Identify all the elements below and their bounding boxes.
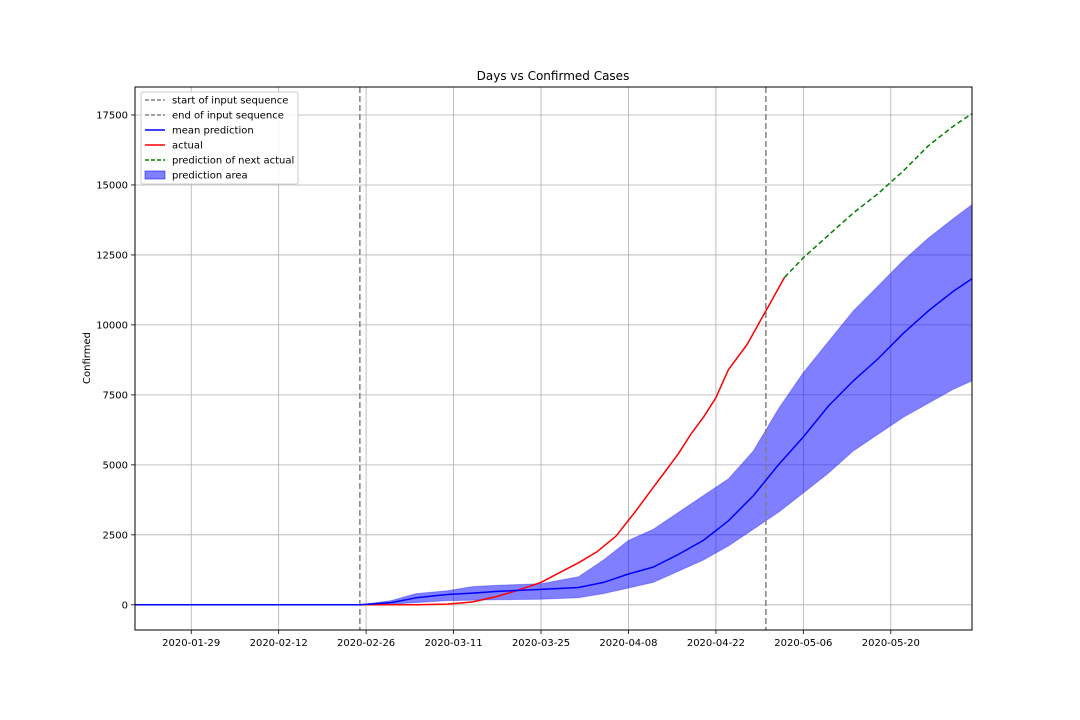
- prediction-of-next-actual-line: [784, 112, 973, 278]
- legend-swatch: [144, 170, 166, 180]
- input-sequence-markers: [359, 87, 767, 630]
- y-tick-label: 15000: [96, 180, 128, 191]
- legend: start of input sequence end of input sequ…: [140, 91, 299, 185]
- x-tick-label: 2020-02-12: [250, 638, 308, 649]
- legend-label: prediction area: [172, 171, 248, 182]
- legend-box: [140, 91, 299, 185]
- y-tick-label: 0: [122, 600, 128, 611]
- y-tick-label: 12500: [96, 250, 128, 261]
- x-tick-label: 2020-03-25: [512, 638, 570, 649]
- y-tick-label: 5000: [103, 460, 128, 471]
- y-tick-label: 10000: [96, 320, 128, 331]
- x-tick-label: 2020-05-20: [862, 638, 920, 649]
- series-lines: [135, 112, 973, 606]
- grid: [135, 87, 972, 630]
- x-tick-label: 2020-01-29: [162, 638, 220, 649]
- x-tick-label: 2020-02-26: [337, 638, 395, 649]
- legend-label: actual: [172, 141, 203, 152]
- mean-prediction-line: [135, 278, 973, 606]
- x-tick-label: 2020-04-08: [599, 638, 657, 649]
- legend-label: mean prediction: [172, 126, 254, 137]
- x-tick-label: 2020-05-06: [774, 638, 832, 649]
- y-axis: 0 2500 5000 7500 10000 12500 15000 17500: [96, 110, 135, 611]
- x-axis: 2020-01-29 2020-02-12 2020-02-26 2020-03-11…: [162, 630, 920, 649]
- y-axis-label: Confirmed: [82, 332, 93, 384]
- actual-line: [135, 276, 786, 606]
- chart-title: Days vs Confirmed Cases: [477, 69, 630, 83]
- y-tick-label: 7500: [103, 390, 128, 401]
- y-tick-label: 2500: [103, 530, 128, 541]
- legend-label: end of input sequence: [172, 111, 284, 122]
- x-tick-label: 2020-04-22: [687, 638, 745, 649]
- y-tick-label: 17500: [96, 110, 128, 121]
- legend-label: start of input sequence: [172, 96, 288, 107]
- x-tick-label: 2020-03-11: [424, 638, 482, 649]
- plot-frame: [134, 86, 973, 631]
- legend-label: prediction of next actual: [172, 156, 294, 167]
